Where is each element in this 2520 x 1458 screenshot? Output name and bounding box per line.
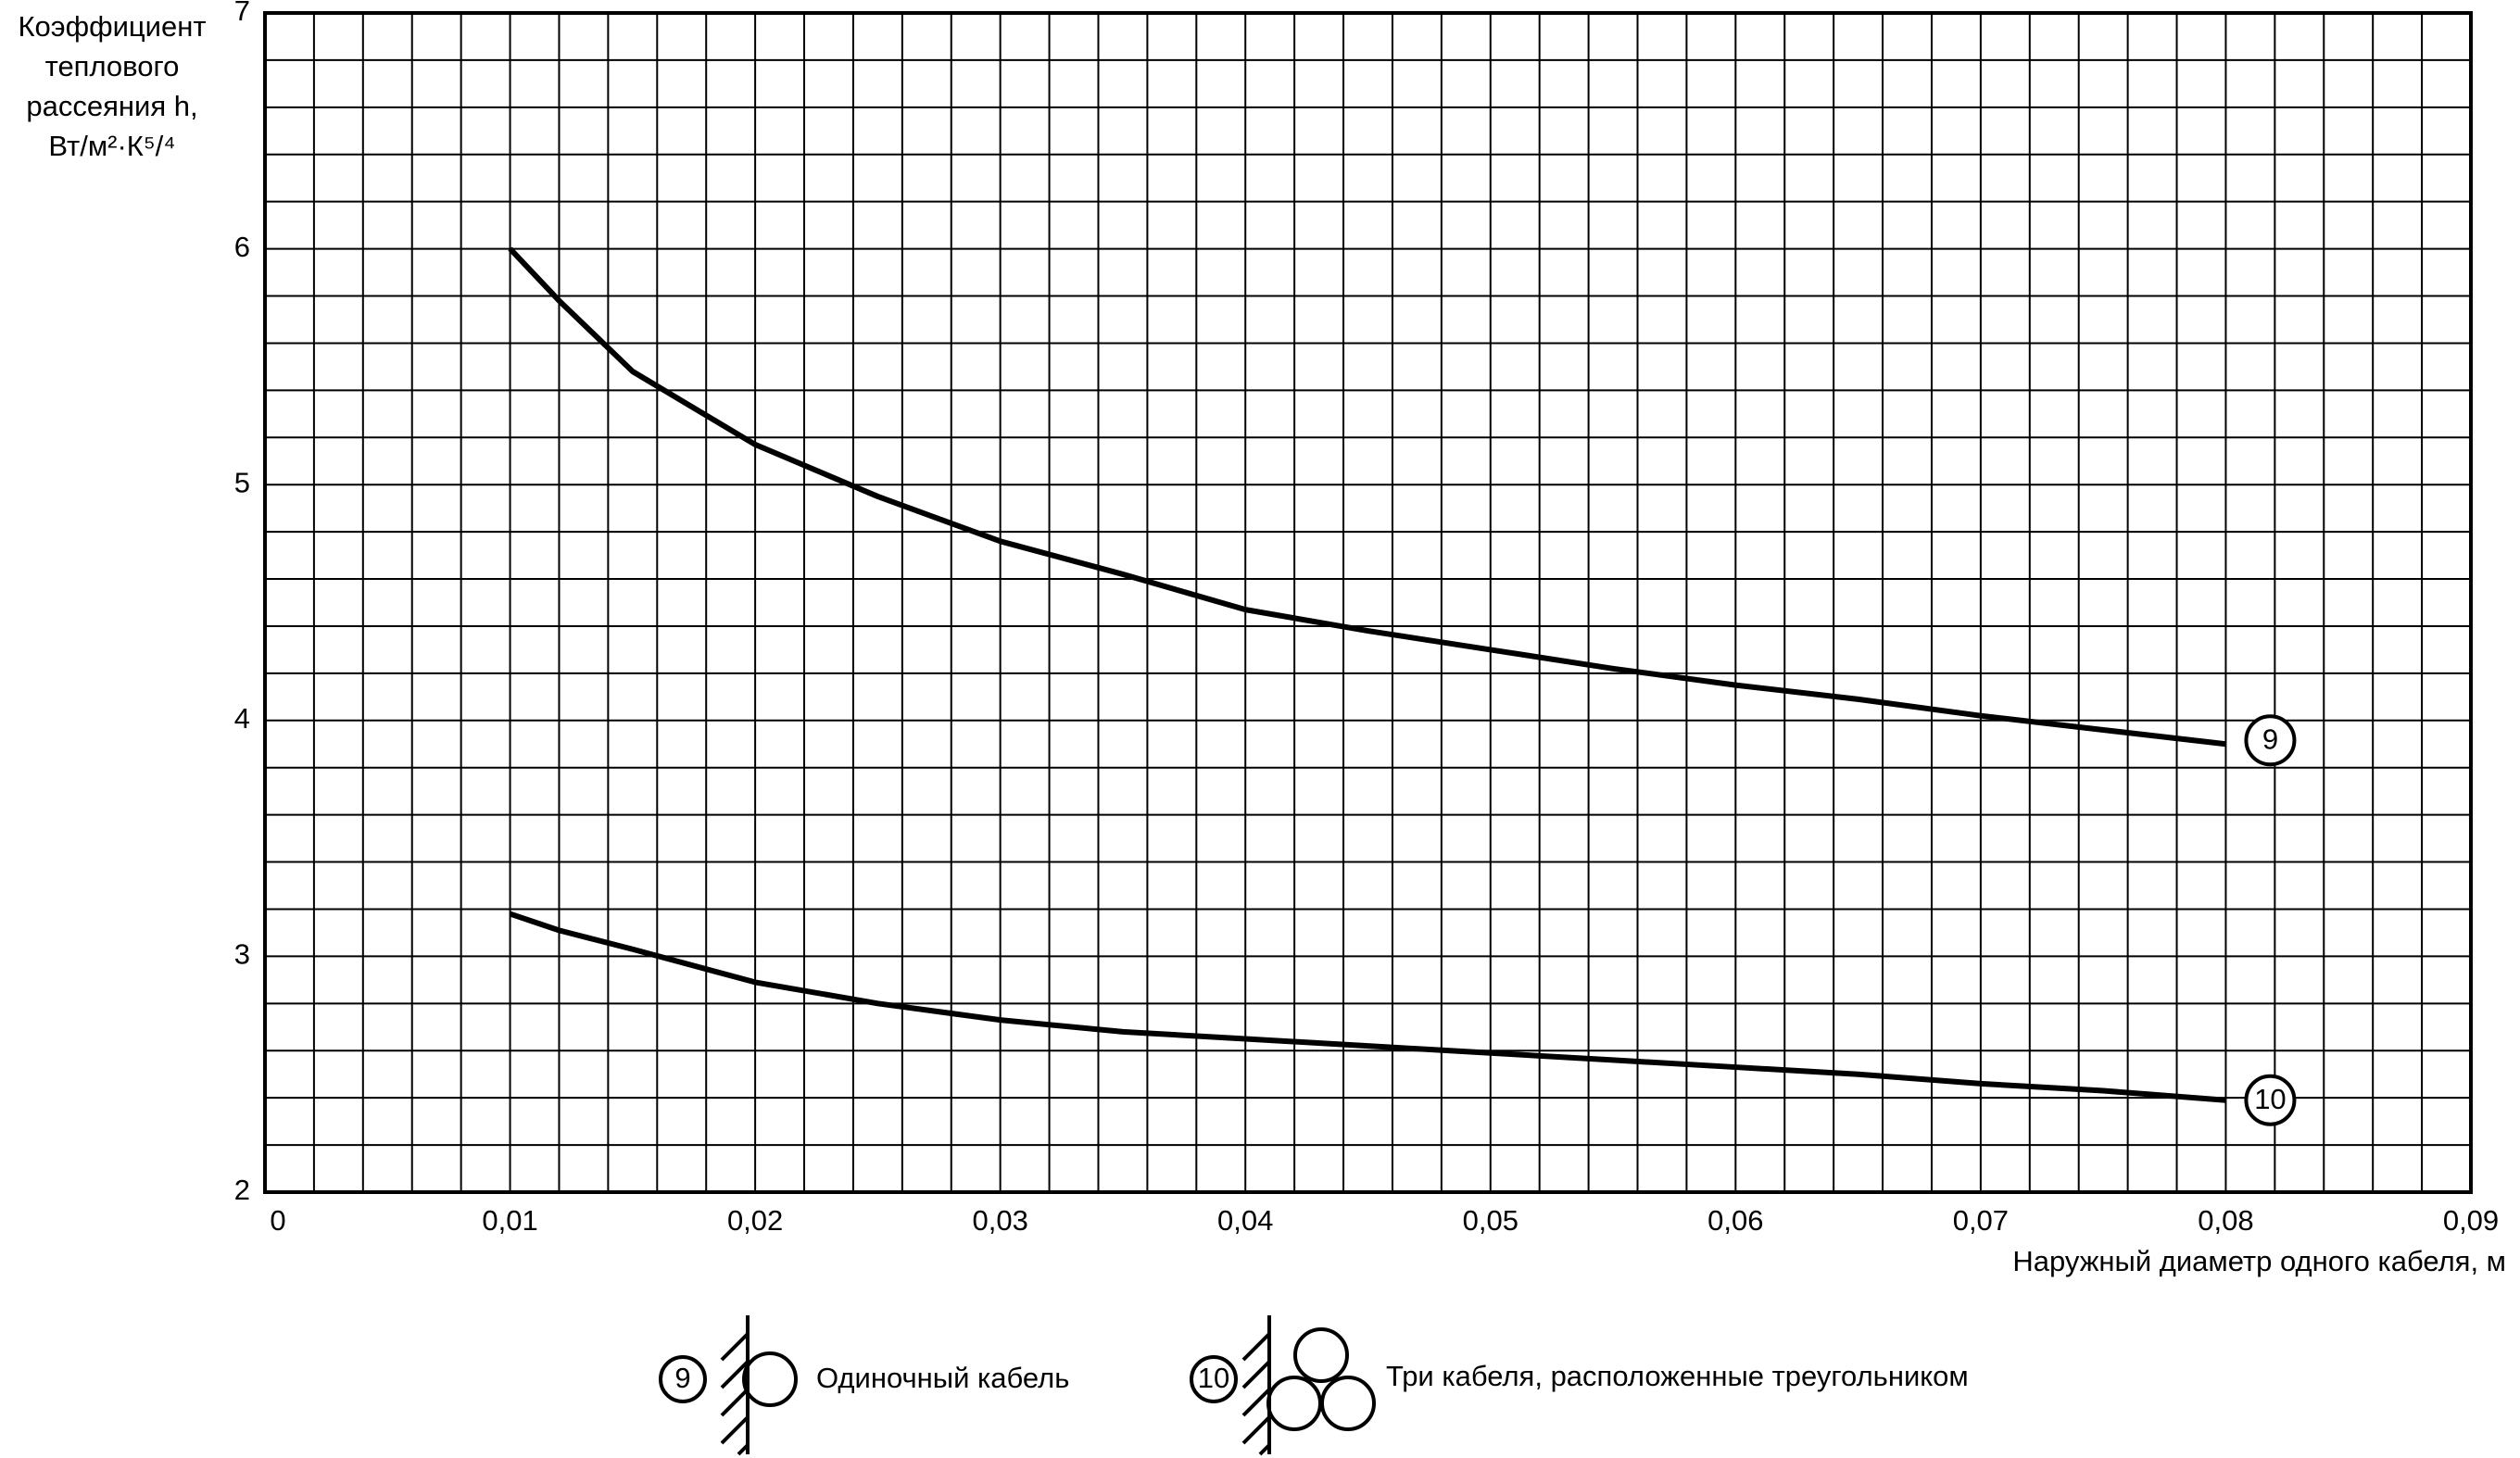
x-tick-label: 0,04 [1217,1204,1273,1237]
legend-number: 10 [1198,1362,1229,1394]
y-tick-label: 3 [234,938,250,971]
y-tick-label: 7 [234,0,250,27]
cable-icon [1320,1376,1376,1431]
x-tick-label: 0,07 [1953,1204,2009,1237]
legend-circle [659,1355,707,1403]
legend-circle [1190,1355,1238,1403]
y-axis-label: Вт/м²·К⁵/⁴ [48,130,175,162]
legend-label: Одиночный кабель [816,1362,1069,1394]
curve [508,246,2226,748]
legend-label: Три кабеля, расположенные треугольником [1386,1360,1969,1392]
curve-label-circle [2244,714,2297,767]
cable-icon [1293,1327,1349,1383]
y-axis-label: рассеяния h, [26,90,197,122]
x-tick-label: 0 [270,1204,285,1237]
y-axis-label: Коэффициент [18,10,206,43]
y-axis-label: теплового [45,50,180,82]
x-axis-label: Наружный диаметр одного кабеля, м [2012,1245,2506,1277]
x-tick-label: 0,01 [482,1204,537,1237]
curve-label: 9 [2262,723,2278,755]
curve-label: 10 [2254,1083,2286,1115]
wall-hatch [1241,1332,1271,1456]
y-tick-label: 2 [234,1174,250,1206]
cable-icon [1266,1376,1322,1431]
x-tick-label: 0,08 [2198,1204,2253,1237]
x-tick-label: 0,05 [1463,1204,1518,1237]
legend [659,1315,1376,1456]
x-tick-label: 0,06 [1707,1204,1763,1237]
y-tick-label: 5 [234,466,250,498]
cable-icon [742,1351,798,1407]
legend-number: 9 [674,1362,690,1394]
x-tick-label: 0,09 [2443,1204,2499,1237]
curve-label-circle [2244,1074,2297,1126]
plot-frame [263,11,2473,1194]
wall-hatch [720,1332,750,1456]
y-tick-label: 4 [234,702,250,735]
curve [509,911,2226,1103]
x-tick-label: 0,03 [972,1204,1027,1237]
y-tick-label: 6 [234,231,250,263]
x-tick-label: 0,02 [727,1204,783,1237]
